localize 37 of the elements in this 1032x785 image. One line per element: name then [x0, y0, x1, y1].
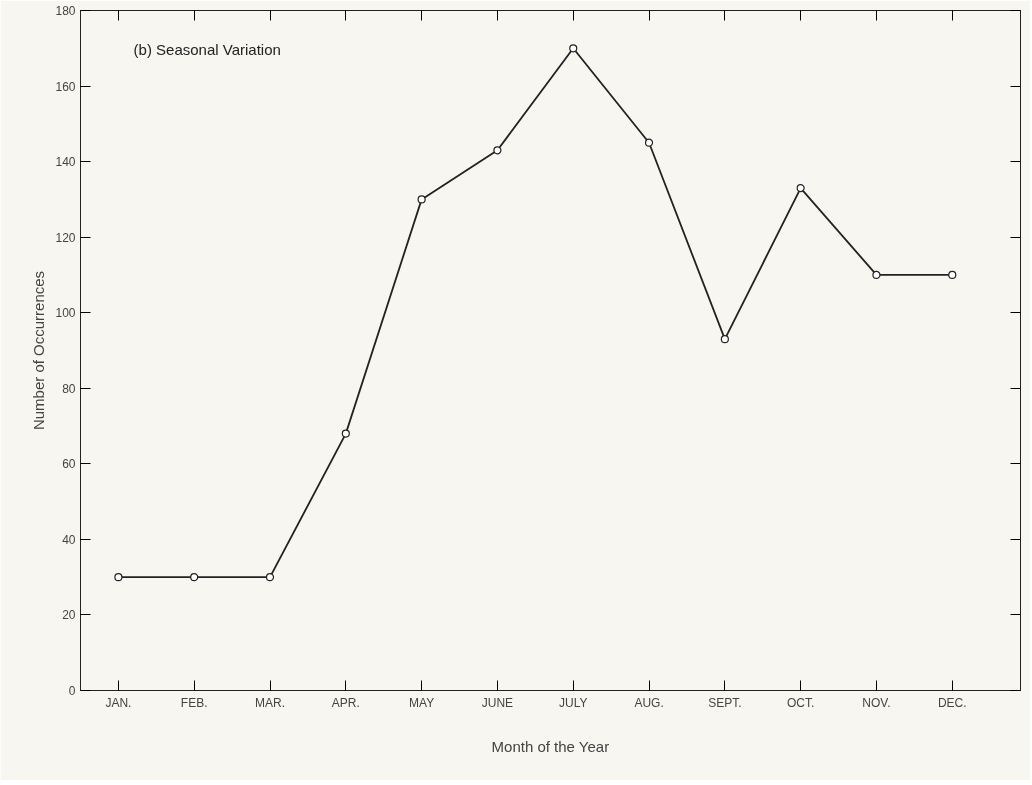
x-tick-label: OCT. — [786, 695, 815, 710]
y-tick-label: 100 — [55, 306, 76, 321]
text: (b) Seasonal Variation — [133, 41, 281, 59]
y-axis-title: Number of Occurrences — [30, 270, 48, 431]
x-tick-label: JULY — [559, 695, 588, 710]
point — [265, 573, 275, 582]
point — [644, 138, 654, 147]
x-tick-label: JAN. — [105, 695, 132, 710]
point — [114, 573, 123, 582]
point — [948, 270, 957, 280]
y-tick-label: 80 — [62, 381, 76, 396]
y-tick-label: 60 — [62, 457, 76, 472]
x-tick-label: SEPT. — [708, 695, 742, 710]
point — [190, 573, 199, 582]
x-tick-label: FEB. — [180, 695, 208, 710]
x-tick-label: MAR. — [255, 695, 286, 710]
point — [493, 146, 502, 155]
x-tick-label: DEC. — [937, 695, 967, 710]
x-tick-label: AUG. — [634, 695, 664, 710]
point — [569, 44, 578, 53]
y-tick-label: 0 — [68, 684, 76, 698]
point — [872, 270, 881, 280]
x-tick-label: JUNE — [481, 695, 514, 710]
y-tick-label: 20 — [62, 608, 76, 623]
x-tick-label: NOV. — [862, 695, 891, 710]
y-tick-label: 40 — [62, 532, 76, 547]
x-tick-label: MAY — [409, 695, 435, 710]
point — [417, 195, 426, 204]
x-tick-label: APR. — [331, 695, 360, 710]
y-tick-label: 120 — [55, 230, 76, 245]
y-tick-label: 140 — [55, 155, 76, 170]
y-tick-label: 160 — [55, 79, 76, 94]
point — [796, 183, 805, 193]
x-axis-title: Month of the Year — [491, 737, 610, 755]
point — [341, 429, 350, 438]
y-tick-label: 180 — [55, 4, 76, 18]
point — [720, 335, 729, 344]
